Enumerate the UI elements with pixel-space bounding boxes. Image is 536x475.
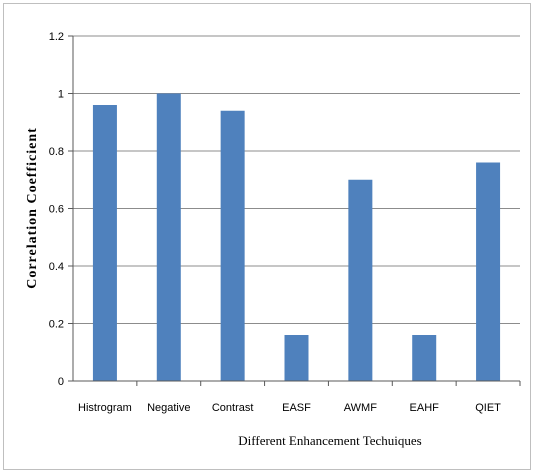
y-tick-label: 0.6 <box>49 204 64 216</box>
bar-eahf <box>412 335 437 381</box>
bar-contrast <box>220 110 245 381</box>
y-tick-labels: 0 0.2 0.4 0.6 0.8 1 1.2 <box>49 31 73 388</box>
x-axis-title: Different Enhancement Techuiques <box>238 433 421 448</box>
y-tick-label: 0 <box>58 376 64 388</box>
x-tick-label: EASF <box>282 402 311 414</box>
y-tick-label: 1.2 <box>49 31 64 43</box>
y-tick-label: 0.4 <box>49 261 64 273</box>
bar-awmf <box>348 179 373 381</box>
gridlines <box>73 35 520 324</box>
bar-qiet <box>476 162 501 381</box>
x-tick-label: QIET <box>475 402 501 414</box>
chart-frame <box>3 3 531 470</box>
x-tick-label: Negative <box>147 402 190 414</box>
y-tick-label: 1 <box>58 89 64 101</box>
bar-histrogram <box>92 105 117 381</box>
x-tick-label: AWMF <box>344 402 377 414</box>
bars <box>92 93 501 381</box>
y-tick-label: 0.8 <box>49 146 64 158</box>
y-tick-label: 0.2 <box>49 319 64 331</box>
x-tick-labels: Histrogram Negative Contrast EASF AWMF EAHF QI… <box>78 381 521 414</box>
y-axis-title: Correlation Coefficient <box>25 127 40 289</box>
x-tick-label: Contrast <box>212 402 254 414</box>
x-tick-label: EAHF <box>410 402 440 414</box>
bar-easf <box>284 335 309 381</box>
x-tick-label: Histrogram <box>78 402 132 414</box>
bar-negative <box>156 93 181 381</box>
